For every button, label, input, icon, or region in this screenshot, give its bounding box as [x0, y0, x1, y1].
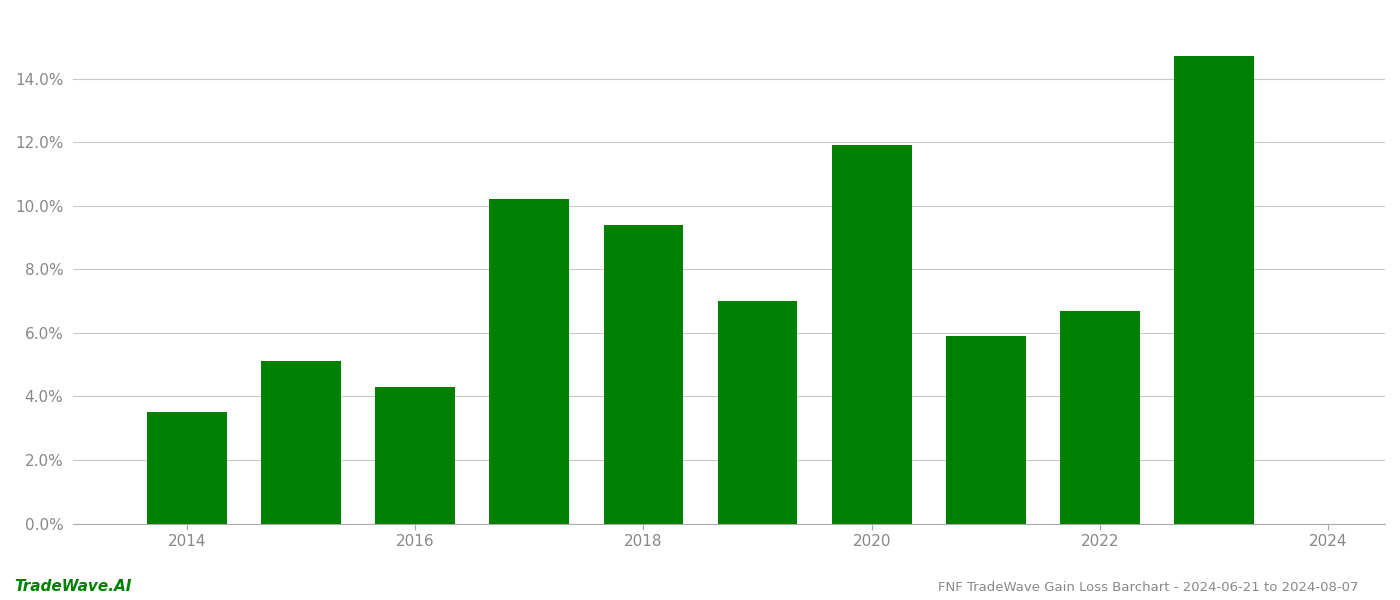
Bar	[1060, 311, 1140, 524]
Bar	[490, 199, 570, 524]
Bar	[262, 361, 342, 524]
Bar	[375, 387, 455, 524]
Bar	[718, 301, 798, 524]
Bar	[147, 412, 227, 524]
Bar	[1175, 56, 1254, 524]
Bar	[603, 225, 683, 524]
Bar	[946, 336, 1026, 524]
Bar	[832, 145, 911, 524]
Text: FNF TradeWave Gain Loss Barchart - 2024-06-21 to 2024-08-07: FNF TradeWave Gain Loss Barchart - 2024-…	[938, 581, 1358, 594]
Text: TradeWave.AI: TradeWave.AI	[14, 579, 132, 594]
